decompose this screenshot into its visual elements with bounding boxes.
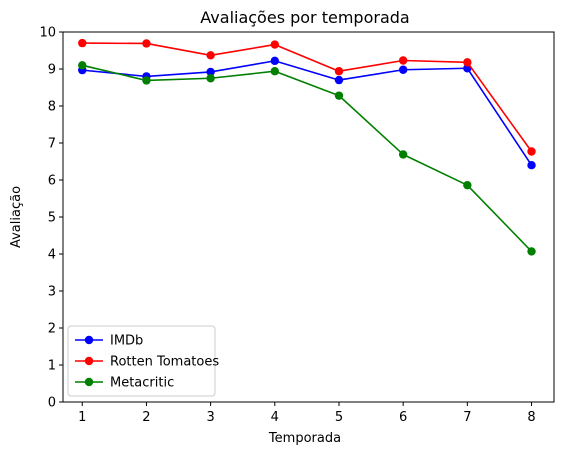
x-tick-label: 7: [463, 410, 471, 425]
data-point: [270, 40, 280, 49]
data-point: [270, 56, 280, 66]
legend-item: Rotten Tomatoes: [75, 355, 219, 370]
data-point: [142, 76, 151, 85]
series-imdb: [78, 56, 536, 170]
legend-label: Rotten Tomatoes: [110, 355, 219, 370]
y-tick-label: 8: [48, 100, 56, 115]
data-point: [334, 75, 344, 85]
data-point: [206, 51, 215, 60]
data-point: [463, 180, 472, 190]
data-point: [78, 61, 87, 70]
x-tick-label: 2: [142, 410, 150, 425]
legend: IMDb Rotten Tomatoes Metacritic: [67, 325, 219, 397]
data-point: [206, 67, 215, 77]
y-tick-label: 9: [48, 63, 56, 78]
data-point: [398, 150, 408, 159]
x-tick-label: 4: [271, 410, 279, 425]
data-point: [142, 39, 151, 48]
data-point: [527, 147, 536, 156]
data-point: [527, 247, 536, 256]
y-tick-label: 4: [48, 248, 56, 263]
legend-item: Metacritic: [75, 376, 174, 391]
x-axis-ticks: 1 2 3 4 5 6 7 8: [78, 402, 536, 425]
y-tick-label: 2: [48, 322, 56, 337]
y-tick-label: 1: [48, 359, 56, 374]
legend-box: [67, 325, 216, 397]
data-point: [463, 58, 472, 67]
x-axis-label: Temporada: [268, 431, 341, 446]
legend-item: IMDb: [75, 334, 143, 349]
x-tick-label: 5: [335, 410, 343, 425]
data-point: [206, 74, 215, 83]
series-line: [82, 60, 533, 166]
y-tick-label: 10: [39, 26, 56, 41]
x-tick-label: 8: [527, 410, 535, 425]
y-tick-label: 6: [48, 174, 56, 189]
y-tick-label: 0: [48, 396, 56, 411]
legend-swatch-marker: [84, 377, 94, 387]
data-point: [527, 161, 536, 170]
series-layer: [78, 38, 536, 256]
x-tick-label: 3: [206, 410, 214, 425]
y-tick-label: 7: [48, 137, 56, 152]
legend-swatch-marker: [84, 356, 94, 366]
x-tick-label: 1: [78, 410, 86, 425]
series-rotten-tomatoes: [78, 38, 536, 156]
series-line: [82, 64, 533, 252]
data-point: [398, 56, 408, 65]
series-metacritic: [78, 61, 536, 256]
y-tick-label: 3: [48, 285, 56, 300]
x-tick-label: 6: [399, 410, 407, 425]
data-point: [334, 91, 344, 100]
y-axis-ticks: 0 1 2 3 4 5 6 7 8 9 10: [39, 26, 63, 411]
y-tick-label: 5: [48, 211, 56, 226]
data-point: [78, 38, 87, 48]
y-axis-label: Avaliação: [9, 186, 24, 248]
data-point: [270, 67, 280, 76]
series-line: [82, 42, 533, 152]
data-point: [398, 65, 408, 74]
legend-swatch-marker: [84, 335, 94, 345]
legend-label: IMDb: [110, 334, 143, 349]
chart-title: Avaliações por temporada: [200, 8, 409, 27]
legend-label: Metacritic: [110, 376, 174, 391]
data-point: [334, 67, 344, 76]
